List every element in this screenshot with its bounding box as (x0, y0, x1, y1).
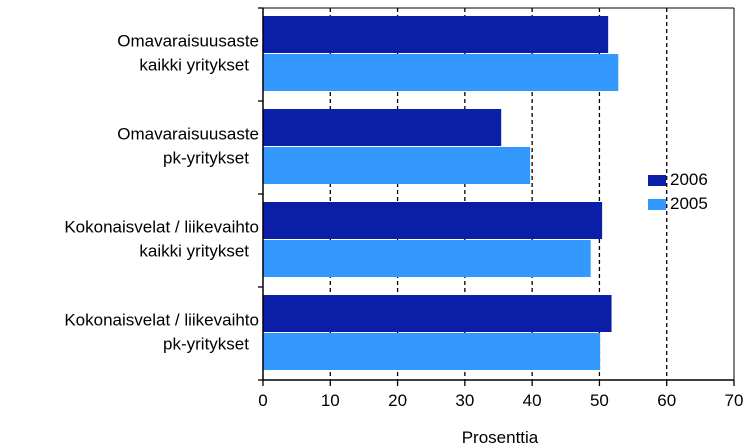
legend-swatch-2005 (648, 198, 666, 210)
x-tick-label-60: 60 (657, 391, 676, 410)
category-label-line: Kokonaisvelat / liikevaihto (64, 218, 259, 237)
category-label-line: Omavaraisuusaste (117, 32, 259, 51)
x-tick-labels: 0 10 20 30 40 50 60 70 (258, 391, 743, 410)
category-label-line: pk-yritykset (163, 335, 249, 354)
category-label-line: pk-yritykset (163, 149, 249, 168)
bar-2006-1 (263, 16, 609, 53)
legend-label-2005: 2005 (670, 194, 708, 213)
category-labels: Omavaraisuusaste kaikki yrityksetOmavarai… (64, 32, 259, 354)
category-label-line: kaikki yritykset (139, 56, 249, 75)
x-axis-label: Prosenttia (462, 428, 539, 447)
x-tick-label-20: 20 (388, 391, 407, 410)
x-tick-label-0: 0 (258, 391, 267, 410)
bar-2006-2 (263, 109, 502, 146)
legend-item-2006: 2006 (648, 168, 708, 192)
bar-2006-3 (263, 202, 603, 239)
x-tick-label-10: 10 (321, 391, 340, 410)
legend-item-2005: 2005 (648, 192, 708, 216)
legend: 2006 2005 (648, 168, 708, 216)
x-tick-label-30: 30 (455, 391, 474, 410)
legend-label-2006: 2006 (670, 170, 708, 189)
legend-swatch-2006 (648, 174, 666, 186)
axes (258, 7, 735, 386)
bar-2005-4 (263, 333, 601, 370)
bar-2005-3 (263, 240, 591, 277)
category-label-2: Omavaraisuusaste pk-yritykset (117, 125, 259, 168)
category-label-1: Omavaraisuusaste kaikki yritykset (117, 32, 259, 75)
x-tick-label-40: 40 (523, 391, 542, 410)
category-label-line: kaikki yritykset (139, 242, 249, 261)
bar-2005-2 (263, 147, 531, 184)
category-label-line: Kokonaisvelat / liikevaihto (64, 311, 259, 330)
bars (263, 16, 619, 370)
x-tick-label-50: 50 (590, 391, 609, 410)
category-label-4: Kokonaisvelat / liikevaihto pk-yritykset (64, 311, 259, 354)
bar-2005-1 (263, 54, 619, 91)
x-tick-label-70: 70 (725, 391, 744, 410)
bar-2006-4 (263, 295, 612, 332)
category-label-3: Kokonaisvelat / liikevaihto kaikki yrityk… (64, 218, 259, 261)
category-label-line: Omavaraisuusaste (117, 125, 259, 144)
